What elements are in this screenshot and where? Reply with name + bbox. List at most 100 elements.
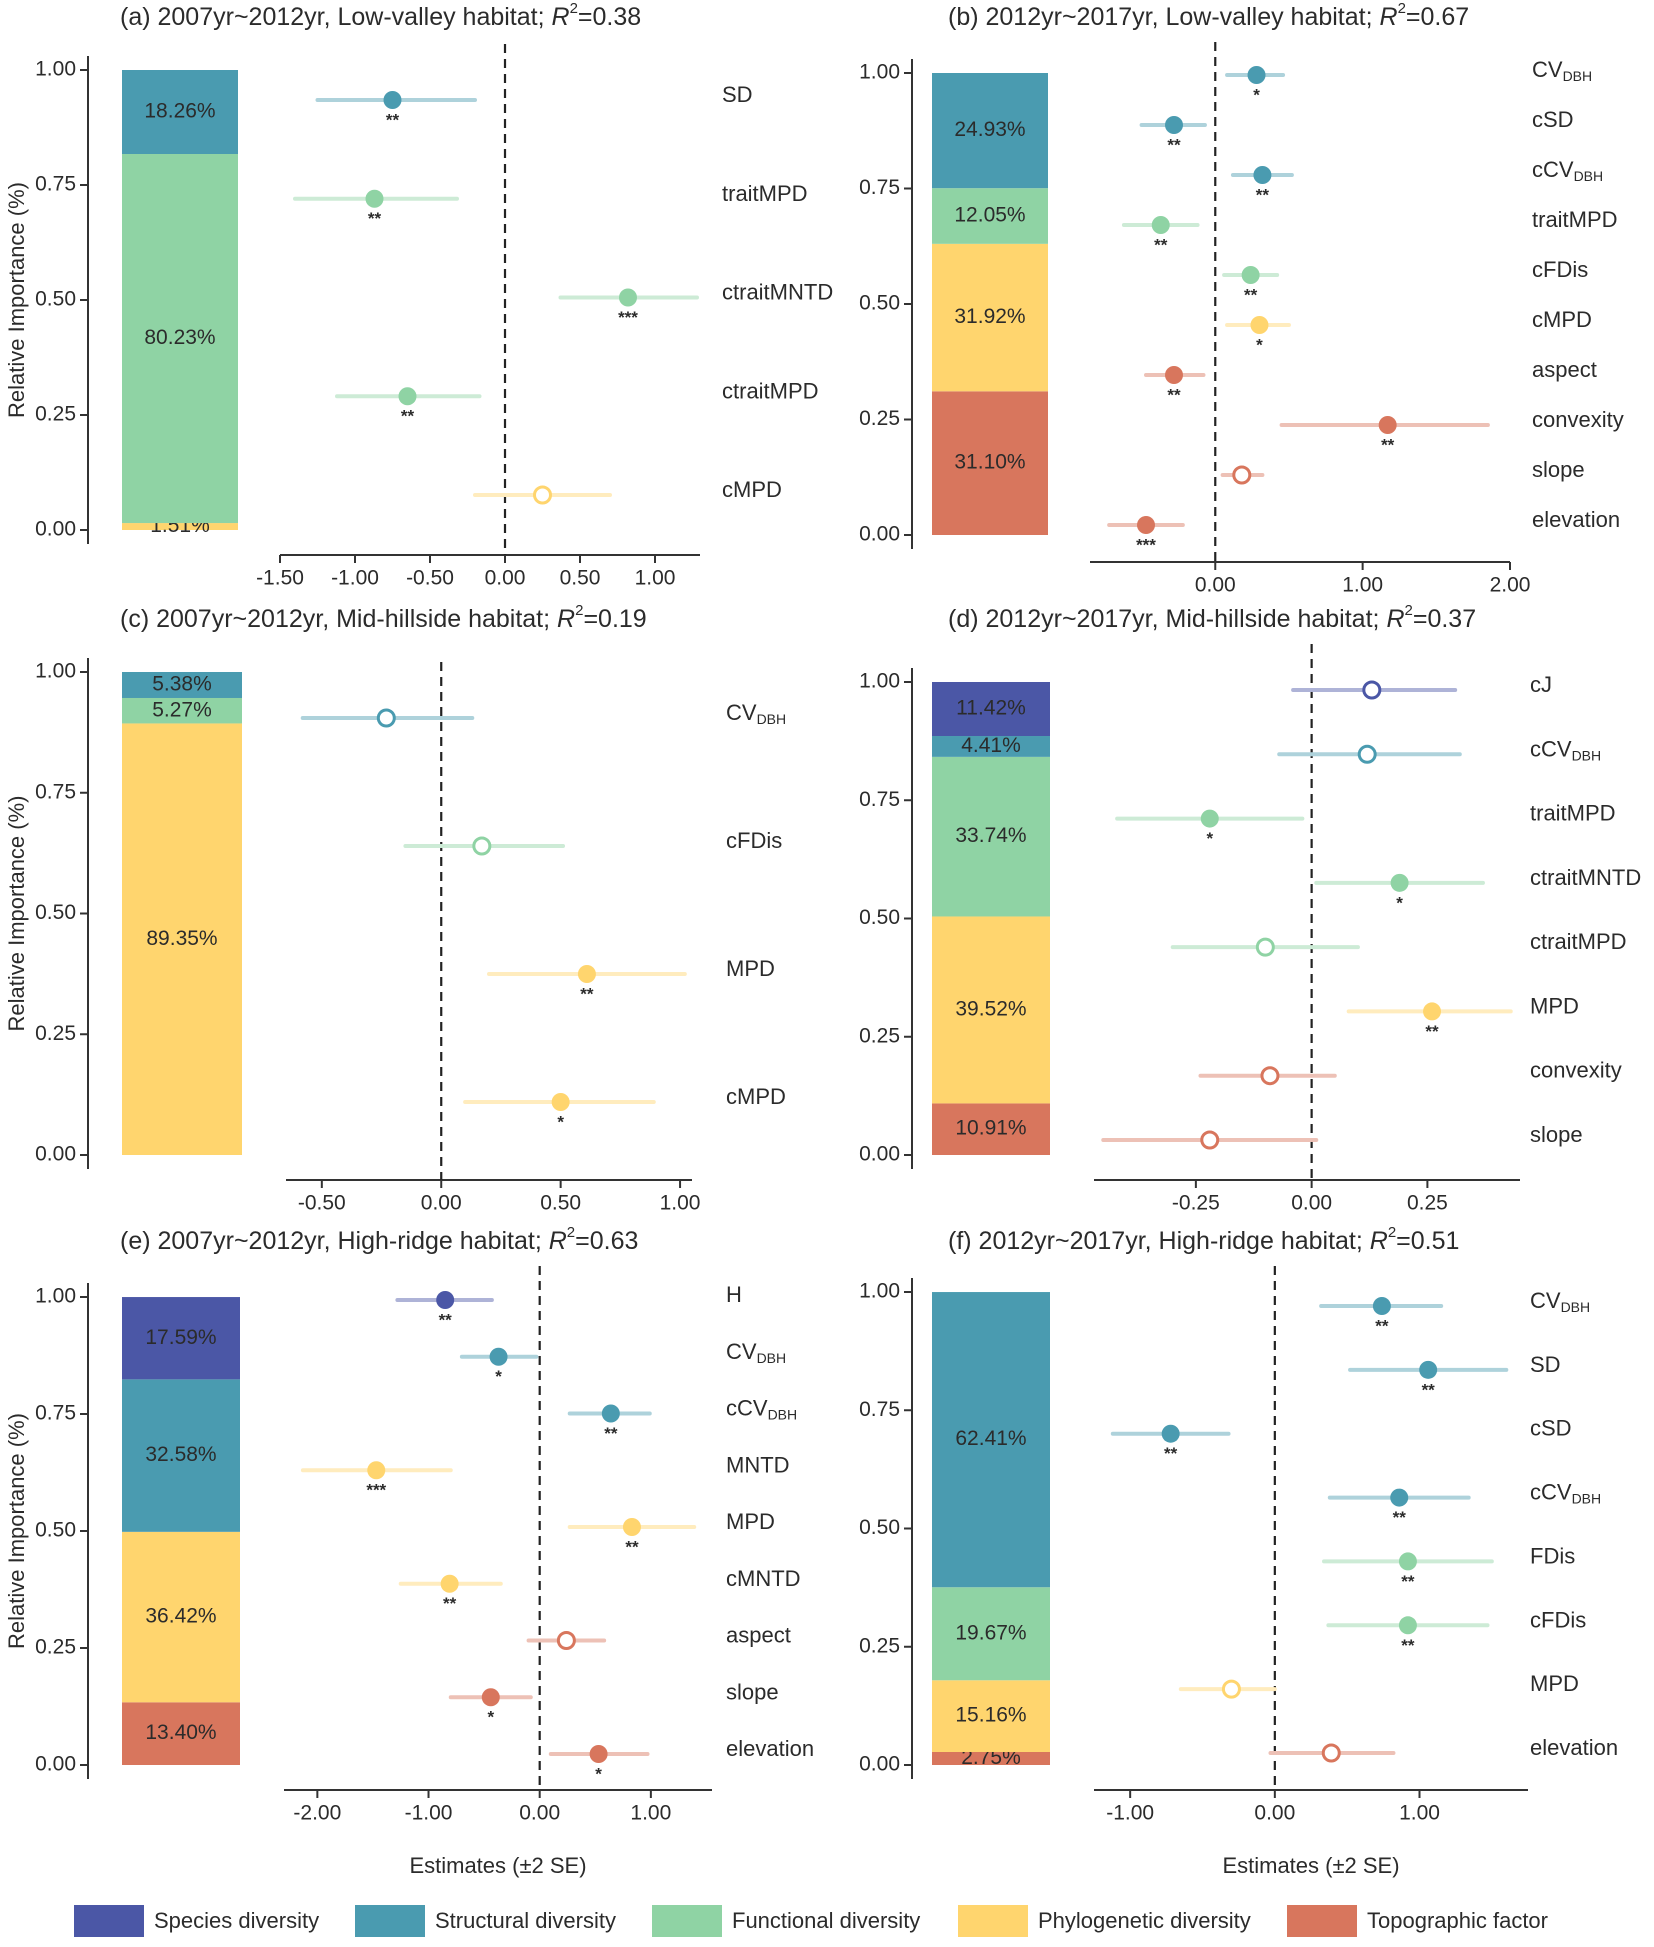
y-tick-label: 0.00 xyxy=(35,1753,76,1776)
r2-symbol: R xyxy=(1380,3,1398,31)
estimate-point-nonsignificant xyxy=(1362,680,1382,700)
legend-swatch-phylogenetic xyxy=(958,1905,1028,1937)
stack-label: 10.91% xyxy=(955,1117,1026,1140)
variable-label: convexity xyxy=(1532,407,1624,432)
stack-segment-phylogenetic xyxy=(932,1680,1050,1752)
y-tick-label: 0.00 xyxy=(859,1753,900,1776)
variable-name: cFDis xyxy=(726,828,782,853)
stack-segment-topographic xyxy=(932,1751,1050,1765)
significance-stars: *** xyxy=(618,308,638,327)
estimate-point-nonsignificant xyxy=(1221,1679,1241,1699)
estimate-point-nonsignificant xyxy=(1357,744,1377,764)
y-tick-label: 0.25 xyxy=(859,407,900,430)
legend-label: Functional diversity xyxy=(732,1908,920,1933)
variable-label: ctraitMNTD xyxy=(722,279,833,304)
panel-title: (f) 2012yr~2017yr, High-ridge habitat; R… xyxy=(948,1224,1459,1255)
panel-a: (a) 2007yr~2012yr, Low-valley habitat; R… xyxy=(4,0,833,590)
panel-c: (c) 2007yr~2012yr, Mid-hillside habitat;… xyxy=(4,602,786,1215)
y-tick-label: 1.00 xyxy=(859,61,900,84)
variable-name: slope xyxy=(726,1679,779,1704)
x-tick-label: 1.00 xyxy=(660,1192,701,1215)
stack-segment-functional xyxy=(122,153,238,524)
variable-label: cMPD xyxy=(722,477,782,502)
r2-equals: = xyxy=(578,3,593,31)
r2-equals: = xyxy=(583,605,598,633)
variable-name: H xyxy=(726,1282,742,1307)
x-tick-label: 0.00 xyxy=(1195,574,1236,597)
variable-label: traitMPD xyxy=(722,181,808,206)
r2-symbol: R xyxy=(1386,605,1404,633)
variable-label: cFDis xyxy=(1530,1607,1586,1632)
y-tick-label: 0.75 xyxy=(35,1402,76,1425)
variable-name: MPD xyxy=(1530,1671,1579,1696)
variable-name: CV xyxy=(1532,57,1563,82)
r2-superscript: 2 xyxy=(567,1224,575,1241)
estimate-point xyxy=(551,1093,570,1111)
r2-value: 0.37 xyxy=(1427,605,1476,633)
r2-value: 0.51 xyxy=(1411,1227,1460,1255)
significance-stars: ** xyxy=(1167,385,1181,404)
stack-label: 24.93% xyxy=(954,118,1025,141)
r2-value: 0.19 xyxy=(598,605,647,633)
significance-stars: * xyxy=(595,1764,602,1783)
r2-superscript: 2 xyxy=(1405,602,1413,619)
x-tick-label: 1.00 xyxy=(1342,574,1383,597)
estimate-point xyxy=(1419,1360,1438,1379)
variable-name: cCV xyxy=(726,1395,768,1420)
variable-label: cFDis xyxy=(726,828,782,853)
variable-label: SD xyxy=(722,82,753,107)
stack-segment-topographic xyxy=(122,1702,240,1765)
variable-label: CVDBH xyxy=(726,1339,786,1366)
estimate-point xyxy=(1165,116,1183,134)
y-tick-label: 0.00 xyxy=(35,518,76,541)
significance-stars: ** xyxy=(1393,1508,1407,1527)
variable-label: slope xyxy=(1532,457,1585,482)
stack-label: 4.41% xyxy=(961,734,1021,757)
y-axis-title: Relative Importance (%) xyxy=(4,1413,29,1649)
panel-title-text: (e) 2007yr~2012yr, High-ridge habitat; xyxy=(120,1227,549,1255)
panel-title-text: (f) 2012yr~2017yr, High-ridge habitat; xyxy=(948,1227,1370,1255)
estimate-point-nonsignificant xyxy=(556,1631,576,1650)
stack-segment-structural xyxy=(122,70,238,154)
panel-title-text: (c) 2007yr~2012yr, Mid-hillside habitat; xyxy=(120,605,557,633)
x-tick-label: -0.50 xyxy=(298,1192,346,1215)
variable-label: slope xyxy=(726,1679,779,1704)
stack-segment-species xyxy=(932,682,1050,737)
variable-name: cCV xyxy=(1530,1479,1572,1504)
estimate-point xyxy=(1378,416,1397,434)
stack-segment-structural xyxy=(122,1379,240,1532)
variable-label: convexity xyxy=(1530,1058,1622,1083)
estimate-point-nonsignificant xyxy=(376,708,396,728)
variable-name: ctraitMNTD xyxy=(1530,865,1641,890)
variable-name: cSD xyxy=(1532,107,1574,132)
panel-title: (a) 2007yr~2012yr, Low-valley habitat; R… xyxy=(120,0,641,31)
y-tick-label: 0.75 xyxy=(35,173,76,196)
significance-stars: ** xyxy=(1164,1444,1178,1463)
r2-value: 0.38 xyxy=(593,3,642,31)
significance-stars: * xyxy=(557,1112,564,1131)
y-tick-label: 0.50 xyxy=(859,292,900,315)
y-tick-label: 0.75 xyxy=(35,780,76,803)
x-tick-label: 1.00 xyxy=(635,567,676,590)
y-tick-label: 0.25 xyxy=(35,403,76,426)
variable-label: traitMPD xyxy=(1532,207,1618,232)
variable-label: cCVDBH xyxy=(1530,736,1601,763)
y-tick-label: 0.25 xyxy=(859,1024,900,1047)
legend-swatch-structural xyxy=(355,1905,425,1937)
x-tick-label: 0.00 xyxy=(421,1192,462,1215)
panel-title-text: (d) 2012yr~2017yr, Mid-hillside habitat; xyxy=(948,605,1386,633)
significance-stars: ** xyxy=(1401,1636,1415,1655)
significance-stars: ** xyxy=(1167,135,1181,154)
estimate-point xyxy=(1250,316,1269,334)
r2-equals: = xyxy=(575,1227,590,1255)
stack-segment-topographic xyxy=(932,1103,1050,1155)
panel-title: (d) 2012yr~2017yr, Mid-hillside habitat;… xyxy=(948,602,1476,633)
variable-label: ctraitMNTD xyxy=(1530,865,1641,890)
variable-name: ctraitMNTD xyxy=(722,279,833,304)
variable-label: cFDis xyxy=(1532,257,1588,282)
variable-name: SD xyxy=(1530,1352,1561,1377)
variable-label: ctraitMPD xyxy=(1530,929,1627,954)
variable-subscript: DBH xyxy=(1572,747,1602,763)
estimate-point xyxy=(1398,1616,1417,1635)
variable-label: MPD xyxy=(726,956,775,981)
